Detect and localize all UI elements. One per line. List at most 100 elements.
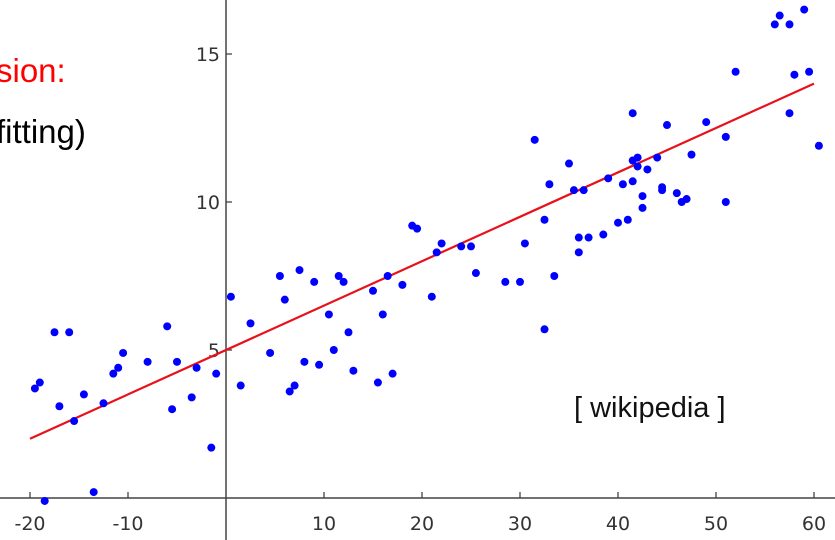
data-points: [30, 5, 823, 505]
data-point: [378, 310, 387, 319]
data-point: [143, 357, 152, 366]
data-point: [40, 496, 49, 505]
x-tick-label: 30: [508, 513, 532, 535]
data-point: [207, 443, 216, 452]
data-point: [187, 393, 196, 402]
data-point: [70, 417, 79, 426]
data-point: [800, 5, 809, 14]
data-point: [212, 369, 221, 378]
data-point: [246, 319, 255, 328]
regression-line: [29, 82, 815, 440]
data-point: [501, 277, 510, 286]
x-tick-label: 50: [704, 513, 728, 535]
data-point: [569, 186, 578, 195]
data-point: [785, 109, 794, 118]
data-point: [413, 224, 422, 233]
data-point: [290, 381, 299, 390]
data-point: [805, 67, 814, 76]
x-tick-label: 60: [802, 513, 826, 535]
data-point: [163, 322, 172, 331]
data-point: [427, 292, 436, 301]
source-note: [ wikipedia ]: [574, 392, 726, 424]
data-point: [530, 135, 539, 144]
data-point: [471, 269, 480, 278]
data-point: [192, 363, 201, 372]
data-point: [628, 109, 637, 118]
slide-heading-line-1: sion:: [0, 52, 66, 89]
x-tick-label: 20: [410, 513, 434, 535]
data-point: [623, 215, 632, 224]
data-point: [516, 277, 524, 286]
data-point: [79, 390, 88, 399]
data-point: [35, 378, 44, 387]
data-point: [638, 192, 647, 201]
data-point: [545, 180, 554, 189]
data-point: [628, 177, 637, 186]
data-point: [579, 186, 588, 195]
y-tick-label: 10: [196, 192, 220, 214]
data-point: [437, 239, 446, 248]
axis-ticks: -20 -10 10 20 30 40 50 60 5 10 15: [14, 44, 826, 535]
data-point: [790, 70, 799, 79]
data-point: [633, 162, 642, 171]
data-point: [168, 405, 177, 414]
data-point: [65, 328, 74, 337]
data-point: [173, 357, 181, 366]
data-point: [574, 248, 583, 257]
data-point: [599, 230, 608, 239]
data-point: [721, 198, 730, 206]
data-point: [550, 272, 559, 280]
y-tick-label: 5: [208, 340, 220, 362]
data-point: [369, 286, 377, 295]
y-tick-label: 15: [196, 44, 220, 66]
x-tick-label: -20: [14, 513, 45, 535]
data-point: [467, 242, 475, 251]
data-point: [721, 132, 730, 141]
data-point: [89, 488, 98, 497]
data-point: [109, 369, 118, 378]
data-point: [285, 387, 294, 396]
data-point: [119, 348, 128, 357]
data-point: [280, 295, 289, 304]
data-point: [324, 310, 333, 319]
data-point: [540, 325, 549, 334]
data-point: [731, 67, 740, 76]
data-point: [315, 360, 324, 369]
data-point: [275, 272, 284, 280]
data-point: [329, 346, 338, 354]
data-point: [584, 233, 593, 242]
data-point: [653, 153, 662, 162]
data-point: [99, 399, 108, 408]
data-point: [672, 189, 681, 198]
data-point: [633, 153, 642, 162]
data-point: [226, 292, 235, 301]
data-point: [614, 218, 622, 227]
x-tick-label: -10: [112, 513, 143, 535]
data-point: [398, 280, 407, 289]
data-point: [344, 328, 353, 337]
data-point: [349, 366, 358, 375]
data-point: [310, 277, 319, 286]
data-point: [643, 165, 652, 174]
data-point: [785, 20, 794, 29]
data-point: [520, 239, 529, 248]
data-point: [300, 357, 309, 366]
data-point: [775, 11, 784, 20]
slide-heading-line-2: fitting): [0, 113, 86, 150]
data-point: [334, 272, 343, 280]
data-point: [339, 277, 348, 286]
data-point: [432, 248, 441, 257]
data-point: [295, 266, 304, 275]
data-point: [373, 378, 382, 387]
data-point: [565, 159, 573, 168]
data-point: [658, 186, 667, 195]
data-point: [687, 150, 696, 159]
x-tick-label: 40: [606, 513, 630, 535]
data-point: [574, 233, 583, 242]
data-point: [618, 180, 627, 189]
data-point: [540, 215, 549, 224]
data-point: [388, 369, 397, 378]
data-point: [663, 121, 671, 130]
data-point: [55, 402, 64, 411]
